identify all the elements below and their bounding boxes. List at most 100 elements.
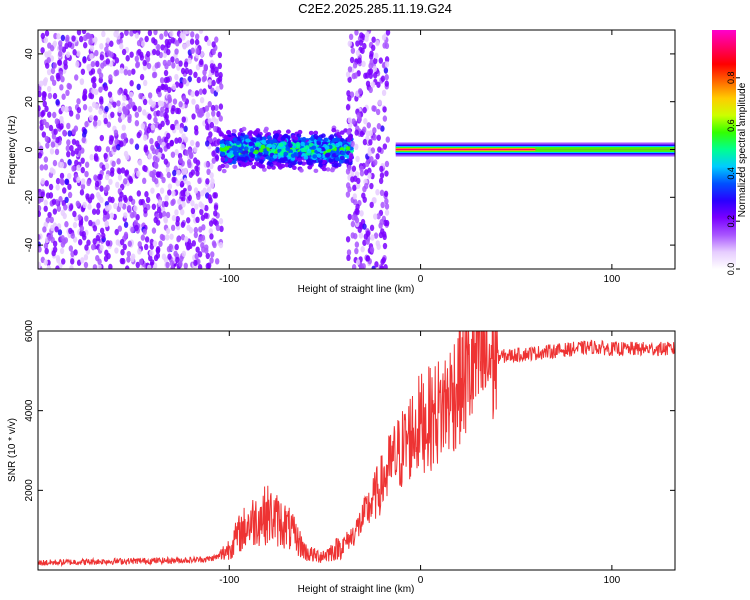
spectrogram-cell xyxy=(382,143,388,150)
spectrogram-cell xyxy=(112,101,117,108)
spectrogram-cell xyxy=(81,136,86,144)
spectrogram-cell xyxy=(382,231,387,238)
spectrogram-cell xyxy=(160,153,166,160)
colorbar-ticks: 0.0 0.2 0.4 0.6 0.8 xyxy=(726,72,740,275)
spectrogram-cell xyxy=(156,206,162,214)
spectrogram-cell xyxy=(210,87,215,94)
spectrogram-cell xyxy=(288,149,293,154)
spectrogram-cell xyxy=(283,151,289,157)
spectrogram-cell xyxy=(352,62,358,69)
spectrogram-cell xyxy=(88,114,94,122)
spectrogram-cell xyxy=(240,161,246,166)
spectrogram-cell xyxy=(357,88,363,95)
spectrogram-cell xyxy=(170,123,175,131)
spectrogram-cell xyxy=(105,37,111,44)
spectrogram-cell xyxy=(206,186,212,193)
spectrogram-cell xyxy=(187,148,192,155)
spectrogram-cell xyxy=(261,139,266,145)
spectrogram-cell xyxy=(79,189,85,196)
spectrogram-cell xyxy=(134,143,140,150)
spectrogram-cell xyxy=(371,44,376,52)
spectrogram-cell xyxy=(216,77,221,84)
spectrogram-cell xyxy=(190,31,195,38)
spectrogram-cell xyxy=(52,40,58,47)
spectrogram-cell xyxy=(72,210,77,218)
spectrogram-cell xyxy=(198,30,204,34)
spectrogram-cell xyxy=(379,165,384,173)
spectrogram-cell xyxy=(350,220,356,228)
spectrogram-cell xyxy=(180,180,185,188)
spectrogram-cell xyxy=(151,175,157,183)
spectrogram-cell xyxy=(56,33,61,40)
spectrogram-cell xyxy=(357,226,362,233)
spectrogram-cell xyxy=(82,88,88,95)
spectrogram-cell xyxy=(150,144,155,152)
colorbar-tick-label: 0.8 xyxy=(726,72,736,85)
spectrogram-cell xyxy=(371,197,376,204)
spectrogram-cell xyxy=(85,193,90,200)
spectrogram-cell xyxy=(224,135,230,141)
spectrogram-cell xyxy=(69,144,74,152)
spectrogram-cell xyxy=(141,177,147,185)
spectrogram-cell xyxy=(62,129,67,137)
spectrogram-cell xyxy=(144,191,149,198)
spectrogram-cell xyxy=(119,257,125,265)
spectrogram-cell xyxy=(137,159,143,166)
spectrogram-cell xyxy=(88,106,93,113)
spectrogram-cell xyxy=(219,83,224,90)
spectrogram-cell xyxy=(384,74,389,81)
spectrogram-cell xyxy=(195,170,200,177)
spectrogram-cell xyxy=(189,38,195,45)
spectrogram-cell xyxy=(205,111,211,119)
spectrogram-cell xyxy=(287,143,293,148)
spectrogram-cell xyxy=(95,234,101,242)
spectrogram-cell xyxy=(171,83,177,91)
spectrogram-cell xyxy=(104,173,110,181)
spectrogram-cell xyxy=(140,234,146,241)
spectrogram-cell xyxy=(213,210,218,217)
spectrogram-cell xyxy=(345,71,351,78)
spectrogram-cell xyxy=(266,131,272,137)
spectrogram-cell xyxy=(379,265,384,269)
spectrogram-cell xyxy=(174,209,179,216)
spectrogram-cell xyxy=(76,176,81,184)
spectrogram-cell xyxy=(214,66,219,73)
spectrogram-cell xyxy=(216,110,221,118)
spectrogram-cell xyxy=(125,55,130,62)
spectrogram-cell xyxy=(144,236,150,243)
spectrogram-cell xyxy=(71,35,76,42)
spectrogram-cell xyxy=(235,140,241,145)
spectrogram-cell xyxy=(142,228,147,235)
spectrogram-cell xyxy=(92,120,98,127)
spectrogram-cell xyxy=(166,171,171,179)
spectrogram-cell xyxy=(204,204,209,212)
spectrogram-cell xyxy=(112,145,118,153)
spectrogram-cell xyxy=(88,92,93,99)
spectrogram-cell xyxy=(150,101,156,108)
spectrogram-cell xyxy=(384,209,390,216)
spectrogram-cell xyxy=(76,30,82,36)
spectrogram-cell xyxy=(137,248,142,255)
spectrogram-y-ticks: -40 -20 0 20 40 xyxy=(24,48,675,252)
spectrogram-cell xyxy=(195,246,200,253)
spectrogram-cell xyxy=(44,180,49,187)
spectrogram-cell xyxy=(108,178,113,185)
spectrogram-cell xyxy=(69,265,74,269)
spectrogram-cell xyxy=(55,99,60,106)
colorbar: 0.0 0.2 0.4 0.6 0.8 Normalized spectral ampl… xyxy=(712,30,748,275)
spectrogram-cell xyxy=(66,150,71,158)
spectrogram-cell xyxy=(154,62,159,69)
spectrogram-cell xyxy=(198,88,204,95)
spectrogram-cell xyxy=(79,225,85,232)
spectrogram-cell xyxy=(132,105,138,112)
spectrogram-cell xyxy=(158,240,163,247)
spectrogram-cell xyxy=(42,118,47,126)
spectrogram-cell xyxy=(41,131,47,138)
spectrogram-cell xyxy=(74,159,79,167)
spectrogram-cell xyxy=(354,241,360,248)
spectrogram-cell xyxy=(165,211,171,219)
spectrogram-cell xyxy=(217,62,223,70)
spectrogram-cell xyxy=(188,171,194,178)
spectrogram-cell xyxy=(147,152,153,160)
spectrogram-cell xyxy=(253,131,258,136)
